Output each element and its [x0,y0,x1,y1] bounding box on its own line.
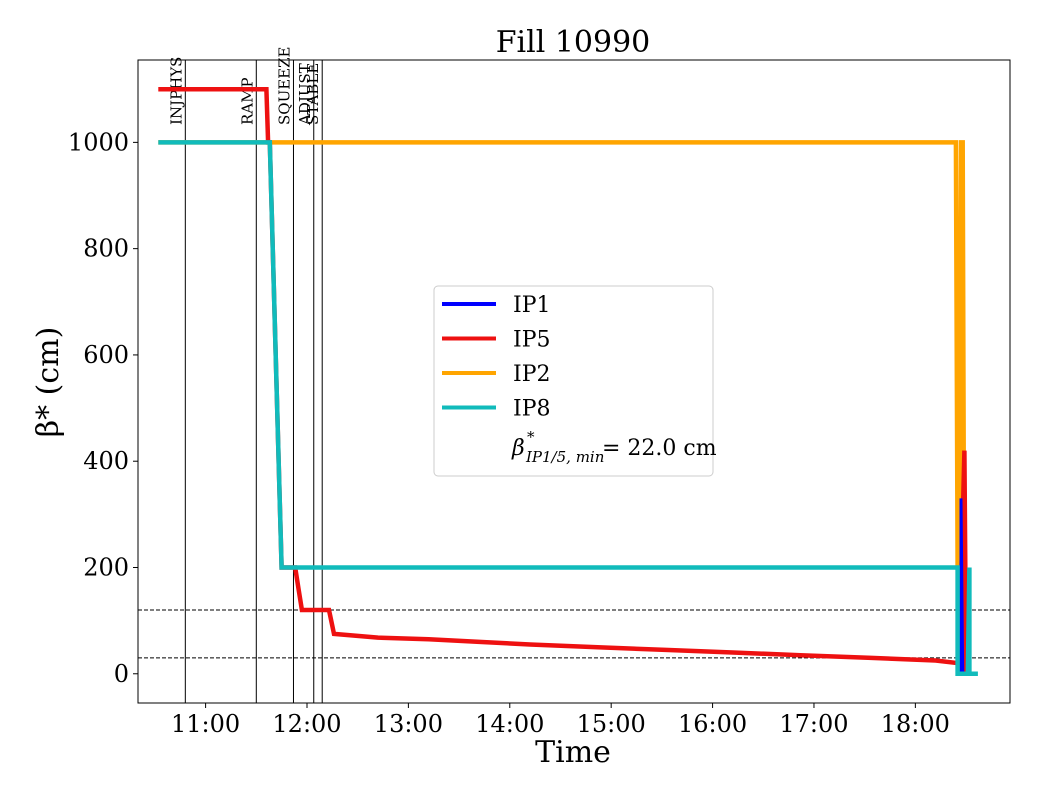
y-tick-label: 600 [83,341,129,369]
phase-label-ramp: RAMP [238,77,256,125]
series-ip8-line [158,140,978,677]
legend-label-ip1: IP1 [513,293,551,318]
y-tick-label: 0 [114,660,129,688]
legend: IP1 IP5 IP2 IP8 β * IP1/5, min= 22.0 cm [433,285,717,477]
phase-label-adjust: ADJUST [296,63,314,126]
annotation-value: = 22.0 cm [602,436,717,461]
x-tick-label: 14:00 [475,710,544,738]
phase-label-stable: STABLE [304,63,322,125]
y-axis-label: β* (cm) [31,327,66,438]
legend-box [433,285,714,477]
x-tick-label: 15:00 [577,710,646,738]
x-tick-label: 11:00 [171,710,240,738]
annotation-subscript: IP1/5, min [525,448,604,466]
x-tick-label: 18:00 [881,710,950,738]
x-tick-label: 16:00 [678,710,747,738]
x-axis-ticks: 11:00 12:00 13:00 14:00 15:00 16:00 17:00 18:00 [171,703,950,738]
reference-lines [138,609,1010,659]
y-axis-ticks: 0 200 400 600 800 1000 [68,128,138,688]
y-tick-label: 200 [83,553,129,581]
x-axis-label: Time [535,735,611,770]
annotation-superscript: * [527,428,535,446]
legend-label-ip8: IP8 [513,397,551,422]
legend-label-ip5: IP5 [513,328,551,353]
series-layer [158,86,978,677]
chart-title: Fill 10990 [496,25,651,60]
x-tick-label: 12:00 [272,710,341,738]
legend-beta-min-annotation: β * IP1/5, min= 22.0 cm [511,428,717,466]
annotation-symbol: β [511,436,525,461]
phase-label-squeeze: SQUEEZE [275,47,293,126]
y-tick-label: 1000 [68,128,129,156]
y-tick-label: 800 [83,235,129,263]
plot-frame [137,59,1011,704]
x-tick-label: 13:00 [374,710,443,738]
y-tick-label: 400 [83,447,129,475]
series-ip1-line [959,498,965,674]
x-tick-label: 17:00 [779,710,848,738]
legend-label-ip2: IP2 [513,362,551,387]
